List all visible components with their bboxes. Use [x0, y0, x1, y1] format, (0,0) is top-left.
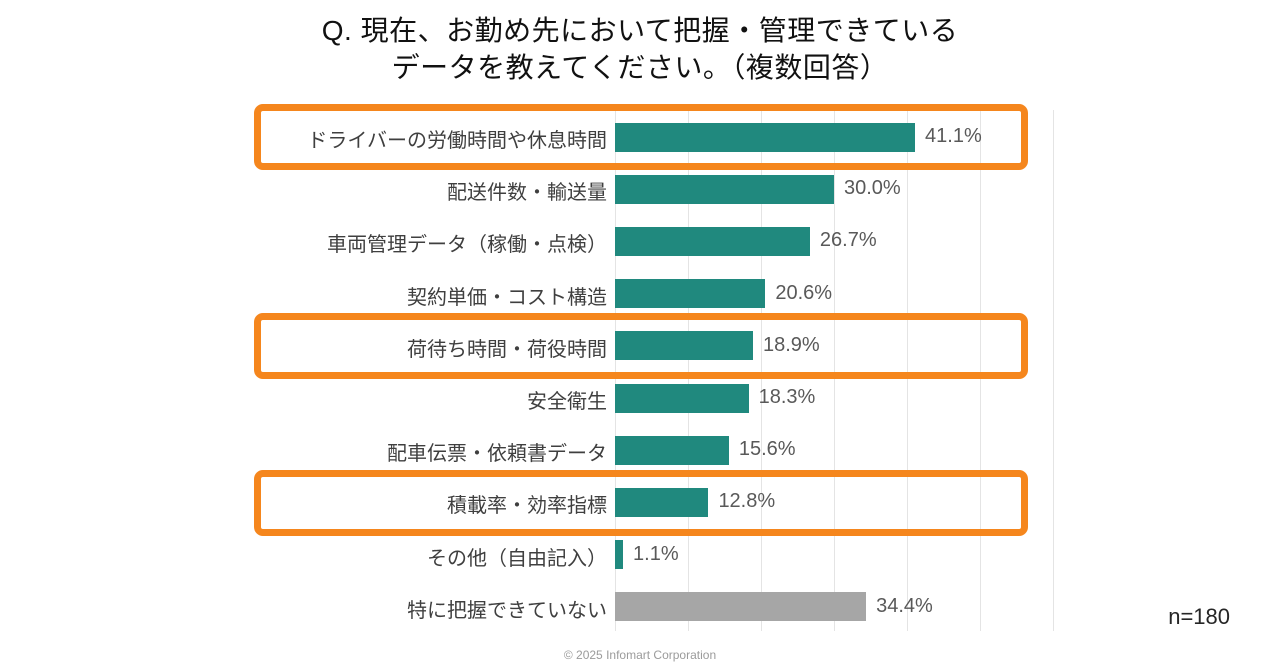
gridline-40pct [907, 110, 908, 631]
copyright-text: © 2025 Infomart Corporation [563, 648, 717, 662]
bar [615, 174, 834, 204]
value-label: 41.1% [925, 125, 982, 148]
bar-row: 安全衛生 18.3% [0, 372, 1280, 424]
bar-row: 車両管理データ（稼働・点検） 26.7% [0, 215, 1280, 267]
bar [615, 122, 916, 152]
category-label: 荷待ち時間・荷役時間 [407, 338, 607, 361]
category-label: 特に把握できていない [407, 599, 607, 622]
gridline-10pct [688, 110, 689, 631]
value-label: 26.7% [819, 229, 877, 252]
chart-title-line2: データを教えてください。（複数回答） [391, 52, 889, 83]
value-label: 34.4% [876, 594, 933, 617]
value-label: 15.6% [738, 438, 796, 461]
category-label: ドライバーの労働時間や休息時間 [307, 130, 607, 153]
bar-row: 特に把握できていない 34.4% [0, 581, 1280, 633]
gridline-30pct [834, 110, 835, 631]
bar-row: 荷待ち時間・荷役時間 18.9% [0, 320, 1280, 372]
value-label: 18.9% [762, 333, 820, 356]
category-label: 車両管理データ（稼働・点検） [327, 234, 607, 257]
bar [615, 487, 709, 517]
bar [615, 383, 749, 413]
category-label: 配送件数・輸送量 [447, 182, 607, 205]
gridline-50pct [980, 110, 981, 631]
bar-row: 積載率・効率指標 12.8% [0, 476, 1280, 528]
bar [615, 540, 624, 570]
bar-row: ドライバーの労働時間や休息時間 41.1% [0, 111, 1280, 163]
bar [615, 226, 810, 256]
category-label: 配車伝票・依頼書データ [387, 443, 607, 466]
value-label: 12.8% [718, 490, 776, 513]
category-label: 契約単価・コスト構造 [407, 286, 607, 309]
bar-row: 配車伝票・依頼書データ 15.6% [0, 424, 1280, 476]
bar-row: 配送件数・輸送量 30.0% [0, 163, 1280, 215]
bar [615, 279, 766, 309]
chart-title: Q. 現在、お勤め先において把握・管理できている データを教えてください。（複数… [0, 12, 1280, 86]
value-label: 20.6% [775, 281, 833, 304]
chart-title-line1: Q. 現在、お勤め先において把握・管理できている [321, 15, 959, 46]
bar [615, 592, 867, 622]
category-label: その他（自由記入） [427, 547, 607, 570]
value-label: 18.3% [758, 386, 816, 409]
gridline-0pct [615, 110, 616, 631]
category-label: 安全衛生 [527, 391, 607, 414]
bar [615, 435, 729, 465]
value-label: 30.0% [844, 177, 901, 200]
sample-size-label: n=180 [1168, 604, 1230, 629]
gridline-20pct [761, 110, 762, 631]
value-label: 1.1% [633, 542, 679, 565]
gridline-60pct [1053, 110, 1054, 631]
category-label: 積載率・効率指標 [447, 495, 607, 518]
bar [615, 331, 753, 361]
bar-row: 契約単価・コスト構造 20.6% [0, 268, 1280, 320]
bar-row: その他（自由記入） 1.1% [0, 529, 1280, 581]
